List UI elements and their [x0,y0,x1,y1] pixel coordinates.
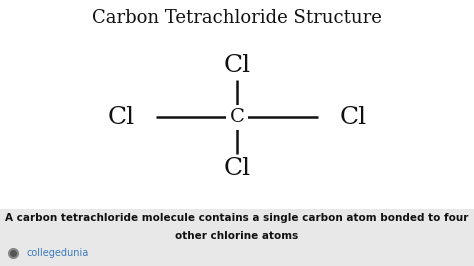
Text: Carbon Tetrachloride Structure: Carbon Tetrachloride Structure [92,9,382,27]
Text: A carbon tetrachloride molecule contains a single carbon atom bonded to four: A carbon tetrachloride molecule contains… [5,213,469,223]
Text: collegedunia: collegedunia [26,248,88,258]
Text: Cl: Cl [107,106,135,128]
Text: other chlorine atoms: other chlorine atoms [175,231,299,242]
Text: C: C [229,108,245,126]
Text: Cl: Cl [223,157,251,180]
Text: Cl: Cl [339,106,367,128]
Text: Cl: Cl [223,54,251,77]
FancyBboxPatch shape [0,209,474,266]
